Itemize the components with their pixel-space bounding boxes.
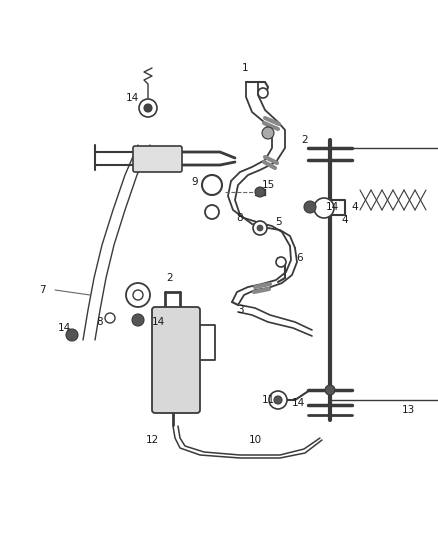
Circle shape bbox=[325, 385, 335, 395]
Circle shape bbox=[262, 127, 274, 139]
Text: 14: 14 bbox=[125, 93, 138, 103]
Circle shape bbox=[304, 201, 316, 213]
Circle shape bbox=[258, 88, 268, 98]
Circle shape bbox=[139, 99, 157, 117]
Circle shape bbox=[253, 221, 267, 235]
FancyBboxPatch shape bbox=[133, 146, 182, 172]
Circle shape bbox=[205, 205, 219, 219]
Text: 6: 6 bbox=[297, 253, 303, 263]
Text: 10: 10 bbox=[248, 435, 261, 445]
Text: 8: 8 bbox=[97, 317, 103, 327]
Circle shape bbox=[276, 257, 286, 267]
Circle shape bbox=[105, 313, 115, 323]
Text: 14: 14 bbox=[291, 398, 304, 408]
FancyBboxPatch shape bbox=[152, 307, 200, 413]
Circle shape bbox=[269, 391, 287, 409]
Text: 3: 3 bbox=[237, 305, 244, 315]
Text: 15: 15 bbox=[261, 180, 275, 190]
Circle shape bbox=[255, 187, 265, 197]
Circle shape bbox=[274, 396, 282, 404]
Circle shape bbox=[202, 175, 222, 195]
Text: 2: 2 bbox=[302, 135, 308, 145]
Text: 5: 5 bbox=[276, 217, 283, 227]
Text: 12: 12 bbox=[145, 435, 159, 445]
Text: 4: 4 bbox=[352, 202, 358, 212]
Circle shape bbox=[314, 198, 334, 218]
Text: 14: 14 bbox=[325, 202, 339, 212]
Circle shape bbox=[133, 290, 143, 300]
Text: 9: 9 bbox=[192, 177, 198, 187]
Circle shape bbox=[257, 225, 263, 231]
Text: 11: 11 bbox=[261, 395, 275, 405]
Circle shape bbox=[144, 104, 152, 112]
Text: 1: 1 bbox=[242, 63, 248, 73]
Text: 14: 14 bbox=[57, 323, 71, 333]
Text: 14: 14 bbox=[152, 317, 165, 327]
Circle shape bbox=[132, 314, 144, 326]
Circle shape bbox=[126, 283, 150, 307]
Text: 7: 7 bbox=[39, 285, 45, 295]
Text: 13: 13 bbox=[401, 405, 415, 415]
Circle shape bbox=[66, 329, 78, 341]
Text: 2: 2 bbox=[167, 273, 173, 283]
Text: 8: 8 bbox=[237, 213, 244, 223]
Text: 4: 4 bbox=[342, 215, 348, 225]
